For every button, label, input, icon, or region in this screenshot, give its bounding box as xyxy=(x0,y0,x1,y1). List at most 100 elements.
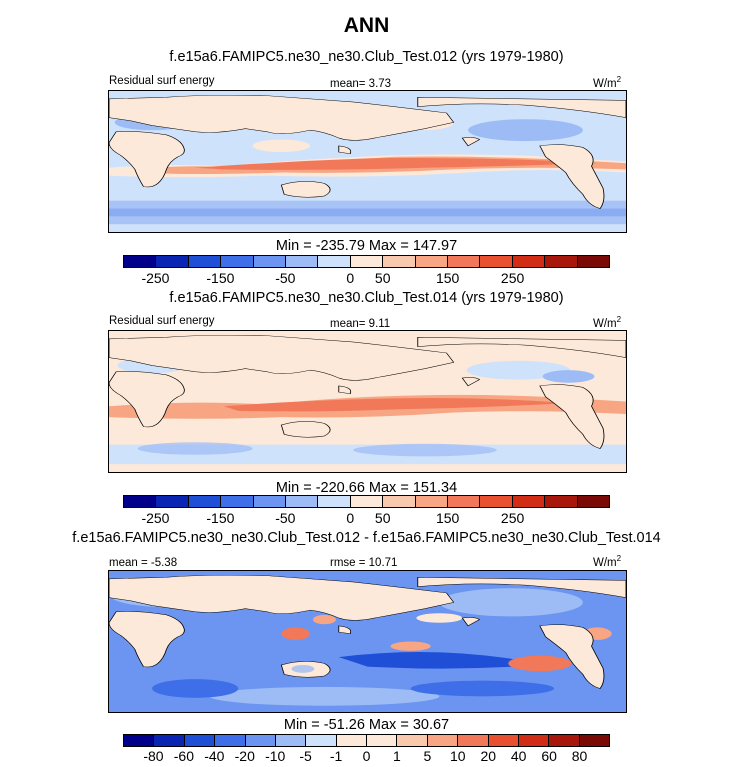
colorbar-swatch xyxy=(512,256,546,267)
panel2-colorbar xyxy=(123,495,610,508)
colorbar-swatch xyxy=(545,496,578,507)
colorbar-swatch xyxy=(448,256,481,267)
colorbar-tick-label: -150 xyxy=(206,510,235,526)
panel1-colorbar xyxy=(123,255,610,268)
colorbar-tick-label: 60 xyxy=(541,748,557,764)
colorbar-swatch xyxy=(124,735,155,746)
colorbar-tick-label: 20 xyxy=(480,748,497,764)
colorbar-swatch xyxy=(518,735,550,746)
panel3-case-title: f.e15a6.FAMIPC5.ne30_ne30.Club_Test.012 … xyxy=(72,530,661,546)
main-title: ANN xyxy=(343,14,390,37)
colorbar-swatch xyxy=(415,496,449,507)
colorbar-swatch xyxy=(253,256,287,267)
units-exponent: 2 xyxy=(616,315,622,324)
colorbar-tick-label: 0 xyxy=(346,270,355,286)
panel3-units-label: W/m2 xyxy=(593,554,621,569)
panel2-mean-label: mean= 9.11 xyxy=(330,318,391,330)
colorbar-swatch xyxy=(154,735,185,746)
panel1-case-title: f.e15a6.FAMIPC5.ne30_ne30.Club_Test.012 … xyxy=(169,49,564,65)
colorbar-swatch xyxy=(124,496,157,507)
colorbar-tick-label: -10 xyxy=(265,748,286,764)
colorbar-tick-label: -80 xyxy=(143,748,164,764)
colorbar-swatch xyxy=(480,496,513,507)
colorbar-swatch xyxy=(306,735,337,746)
panel1-map-graphic xyxy=(109,91,626,232)
units-base: W/m xyxy=(593,317,617,330)
colorbar-swatch xyxy=(245,735,276,746)
colorbar-swatch xyxy=(318,496,351,507)
colorbar-tick-label: -50 xyxy=(275,270,296,286)
colorbar-tick-label: -5 xyxy=(299,748,312,764)
colorbar-swatch xyxy=(549,735,580,746)
panel3-map-graphic xyxy=(109,571,626,712)
panel1-minmax: Min = -235.79 Max = 147.97 xyxy=(275,238,458,254)
colorbar-tick-label: 150 xyxy=(435,510,460,526)
colorbar-tick-label: 40 xyxy=(510,748,527,764)
colorbar-swatch xyxy=(156,496,189,507)
panel2-case-title: f.e15a6.FAMIPC5.ne30_ne30.Club_Test.014 … xyxy=(169,290,564,306)
colorbar-swatch xyxy=(215,735,246,746)
colorbar-tick-label: 50 xyxy=(374,270,391,286)
colorbar-swatch xyxy=(415,256,449,267)
colorbar-swatch xyxy=(397,735,428,746)
colorbar-tick-label: 0 xyxy=(346,510,355,526)
colorbar-swatch xyxy=(458,735,489,746)
colorbar-tick-label: 1 xyxy=(393,748,401,764)
colorbar-tick-label: -150 xyxy=(206,270,235,286)
colorbar-tick-label: -250 xyxy=(141,510,170,526)
colorbar-swatch xyxy=(253,496,287,507)
colorbar-tick-label: 0 xyxy=(362,748,371,764)
colorbar-swatch xyxy=(448,496,481,507)
panel1-map xyxy=(108,90,627,233)
colorbar-swatch xyxy=(367,735,398,746)
panel2-colorbar-ticks: -250 -150 -50 0 50 150 250 xyxy=(123,510,610,528)
colorbar-swatch xyxy=(427,735,459,746)
panel2-map-graphic xyxy=(109,331,626,472)
colorbar-swatch xyxy=(579,735,609,746)
colorbar-swatch xyxy=(577,256,610,267)
colorbar-swatch xyxy=(383,256,416,267)
units-exponent: 2 xyxy=(616,75,622,84)
colorbar-tick-label: 10 xyxy=(450,748,466,764)
colorbar-tick-label: 250 xyxy=(500,510,525,526)
colorbar-swatch xyxy=(188,496,222,507)
colorbar-swatch xyxy=(184,735,216,746)
colorbar-swatch xyxy=(221,496,254,507)
colorbar-swatch xyxy=(383,496,416,507)
colorbar-swatch xyxy=(286,256,319,267)
panel3-colorbar-ticks: -80 -60 -40 -20 -10 -5 -1 0 1 5 10 20 40 60 80 xyxy=(123,748,610,766)
panel3-minmax: Min = -51.26 Max = 30.67 xyxy=(283,717,450,733)
panel1-units-label: W/m2 xyxy=(593,75,621,90)
colorbar-swatch xyxy=(286,496,319,507)
colorbar-swatch xyxy=(350,496,384,507)
units-exponent: 2 xyxy=(616,554,622,563)
colorbar-tick-label: -1 xyxy=(329,748,343,764)
colorbar-tick-label: -50 xyxy=(275,510,296,526)
panel1-colorbar-ticks: -250 -150 -50 0 50 150 250 xyxy=(123,270,610,288)
panel3-colorbar xyxy=(123,734,610,747)
colorbar-tick-label: 5 xyxy=(423,748,432,764)
colorbar-swatch xyxy=(124,256,157,267)
colorbar-swatch xyxy=(221,256,254,267)
colorbar-swatch xyxy=(318,256,351,267)
colorbar-tick-label: -20 xyxy=(234,748,255,764)
colorbar-tick-label: -60 xyxy=(173,748,194,764)
panel2-map xyxy=(108,330,627,473)
panel2-units-label: W/m2 xyxy=(593,315,621,330)
colorbar-swatch xyxy=(480,256,513,267)
panel1-mean-label: mean= 3.73 xyxy=(330,78,392,90)
panel3-rmse-label: rmse = 10.71 xyxy=(330,557,398,569)
panel1-variable-label: Residual surf energy xyxy=(109,75,215,87)
colorbar-swatch xyxy=(275,735,307,746)
panel2-variable-label: Residual surf energy xyxy=(109,315,215,327)
colorbar-tick-label: 80 xyxy=(571,748,588,764)
colorbar-swatch xyxy=(512,496,546,507)
colorbar-swatch xyxy=(188,256,222,267)
colorbar-swatch xyxy=(488,735,519,746)
panel2-minmax: Min = -220.66 Max = 151.34 xyxy=(275,480,458,496)
colorbar-tick-label: 250 xyxy=(500,270,525,286)
colorbar-swatch xyxy=(545,256,578,267)
panel3-mean-label: mean = -5.38 xyxy=(109,557,178,569)
colorbar-swatch xyxy=(156,256,189,267)
units-base: W/m xyxy=(593,556,617,569)
